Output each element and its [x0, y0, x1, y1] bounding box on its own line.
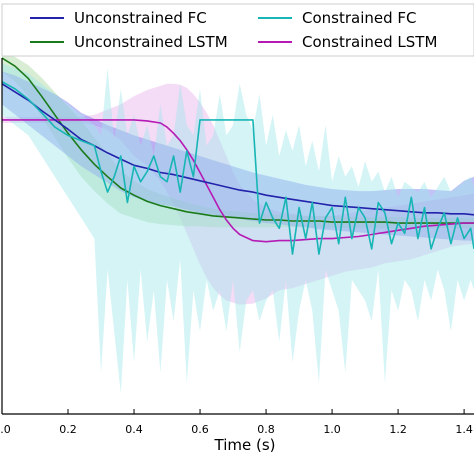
axes [1, 58, 474, 415]
x-tick-label: 1.2 [389, 423, 407, 436]
constrained-fc-line [1, 80, 474, 255]
constrained-lstm-legend-label: Constrained LSTM [302, 33, 437, 51]
confidence-bands [2, 52, 474, 394]
x-axis-label: Time (s) [214, 436, 276, 454]
x-tick-label: 0.2 [59, 423, 77, 436]
series-lines [1, 57, 474, 255]
unconstrained-lstm-band [2, 52, 474, 229]
x-tick-label: 0.0 [0, 423, 11, 436]
unconstrained-lstm-legend-label: Unconstrained LSTM [74, 33, 228, 51]
unconstrained-fc-band [2, 71, 474, 241]
constrained-fc-band [2, 63, 474, 394]
legend: Unconstrained FC Unconstrained LSTM Constr… [1, 3, 474, 57]
constrained-fc-legend-label: Constrained FC [302, 9, 417, 27]
legend-frame [1, 3, 474, 57]
x-tick-label: 1.4 [455, 423, 473, 436]
x-tick-label: 0.8 [257, 423, 275, 436]
constrained-lstm-line [2, 119, 474, 243]
unconstrained-fc-line [1, 83, 474, 216]
constrained-lstm-band [2, 83, 474, 305]
x-axis-ticks: 0.0 0.2 0.4 0.6 0.8 1.0 1.2 1.4 [0, 409, 473, 436]
x-tick-label: 0.6 [191, 423, 209, 436]
x-tick-label: 0.4 [125, 423, 143, 436]
unconstrained-fc-legend-label: Unconstrained FC [74, 9, 207, 27]
x-tick-label: 1.0 [323, 423, 341, 436]
